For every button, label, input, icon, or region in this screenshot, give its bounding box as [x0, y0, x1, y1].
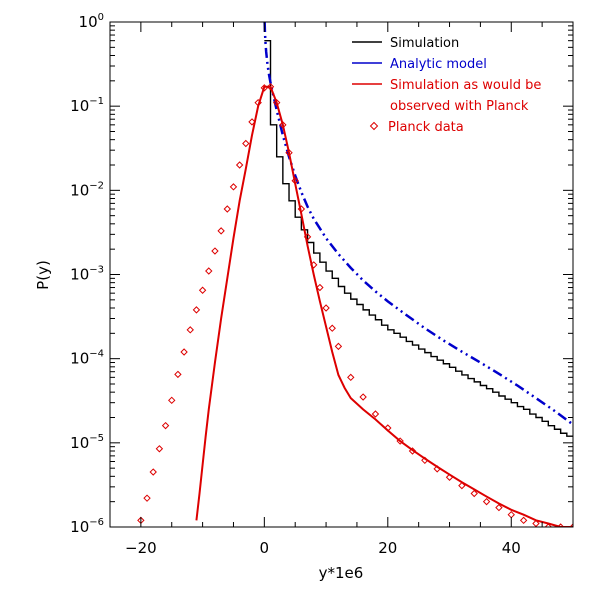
legend-label: observed with Planck: [390, 99, 529, 114]
legend-label: Simulation: [390, 36, 459, 51]
plot-frame: [109, 21, 574, 528]
data-point: [556, 523, 565, 527]
data-point: [285, 148, 293, 157]
x-tick-label: −20: [125, 539, 157, 557]
y-tick-base: 10: [70, 97, 89, 115]
y-tick-exponent: −1: [89, 96, 104, 107]
x-tick-label: 0: [260, 539, 270, 557]
data-point: [310, 261, 318, 269]
data-point: [235, 161, 244, 169]
y-tick-exponent: −5: [89, 433, 104, 444]
y-tick-exponent: 0: [98, 12, 104, 23]
data-point: [272, 98, 281, 107]
data-point: [384, 424, 392, 432]
y-tick-base: 10: [70, 518, 89, 536]
y-tick-base: 10: [70, 350, 89, 368]
y-tick-label: 10−3: [70, 265, 104, 284]
data-point: [291, 177, 299, 185]
data-point: [495, 503, 503, 512]
data-point: [174, 370, 182, 379]
data-point: [470, 489, 478, 498]
data-point: [544, 523, 553, 527]
data-point: [458, 481, 466, 490]
legend-label: Planck data: [388, 120, 464, 135]
data-point: [242, 139, 250, 148]
data-point: [161, 421, 170, 430]
data-point: [303, 233, 312, 241]
data-point: [316, 283, 324, 292]
data-point: [408, 447, 417, 455]
data-point: [143, 494, 151, 502]
data-point: [254, 98, 262, 107]
data-point: [347, 373, 355, 382]
x-axis-title: y*1e6: [319, 564, 364, 582]
data-point: [205, 267, 213, 275]
series-simulation: [264, 39, 573, 437]
legend-marker: [369, 121, 379, 131]
data-point: [433, 465, 441, 473]
y-tick-exponent: −4: [89, 349, 104, 360]
data-point: [260, 84, 269, 92]
y-tick-exponent: −3: [89, 265, 104, 276]
data-point: [371, 410, 380, 418]
data-point: [266, 83, 275, 91]
legend-label: Simulation as would be: [390, 78, 541, 93]
y-tick-base: 10: [79, 13, 98, 31]
x-tick-label: 40: [502, 539, 521, 557]
data-point: [180, 348, 188, 356]
data-point: [519, 516, 528, 525]
y-tick-label: 10−1: [70, 96, 104, 115]
data-point: [328, 324, 336, 332]
data-point: [396, 437, 404, 445]
series-planck-data: [137, 83, 573, 527]
data-point: [445, 473, 454, 481]
y-tick-label: 10−6: [70, 517, 104, 536]
data-point: [507, 510, 515, 519]
y-tick-exponent: −2: [89, 180, 104, 191]
x-tick-label: 20: [378, 539, 397, 557]
data-point: [229, 183, 238, 191]
series-layer: [137, 22, 573, 527]
legend: Simulation Analytic model Simulation as wo…: [352, 36, 541, 135]
data-point: [168, 396, 176, 405]
data-point: [334, 342, 343, 351]
data-point: [223, 205, 232, 213]
data-point: [198, 286, 207, 294]
data-point: [248, 118, 256, 126]
y-tick-label: 100: [79, 12, 104, 31]
data-point: [186, 326, 194, 334]
y-tick-base: 10: [70, 181, 89, 199]
data-point: [149, 468, 157, 476]
data-point: [322, 304, 330, 312]
y-tick-exponent: −6: [89, 517, 104, 528]
y-tick-label: 10−5: [70, 433, 104, 452]
y-tick-label: 10−4: [70, 349, 104, 368]
data-point: [297, 205, 306, 213]
data-point: [359, 393, 367, 401]
data-point: [217, 227, 225, 235]
data-point: [279, 121, 287, 129]
data-point: [192, 306, 201, 314]
y-tick-base: 10: [70, 266, 89, 284]
data-point: [569, 523, 573, 527]
y-axis-title: P(y): [34, 260, 52, 290]
legend-label: Analytic model: [390, 57, 487, 72]
series-simulation-as-would-be-observed-with-planck: [195, 85, 573, 527]
data-point: [421, 456, 429, 465]
data-point: [482, 497, 491, 506]
y-tick-label: 10−2: [70, 180, 104, 199]
data-point: [211, 247, 219, 255]
data-point: [155, 445, 164, 453]
x-axis: −20 0 20 40: [109, 22, 574, 557]
y-tick-base: 10: [70, 434, 89, 452]
